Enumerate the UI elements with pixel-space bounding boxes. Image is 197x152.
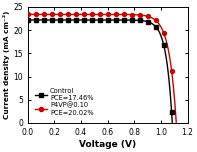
Y-axis label: Current density (mA cm⁻²): Current density (mA cm⁻²) (4, 11, 10, 119)
Legend: Control
PCE=17.46%, P4VP@0.10
PCE=20.02%: Control PCE=17.46%, P4VP@0.10 PCE=20.02% (33, 85, 96, 118)
X-axis label: Voltage (V): Voltage (V) (79, 140, 136, 149)
